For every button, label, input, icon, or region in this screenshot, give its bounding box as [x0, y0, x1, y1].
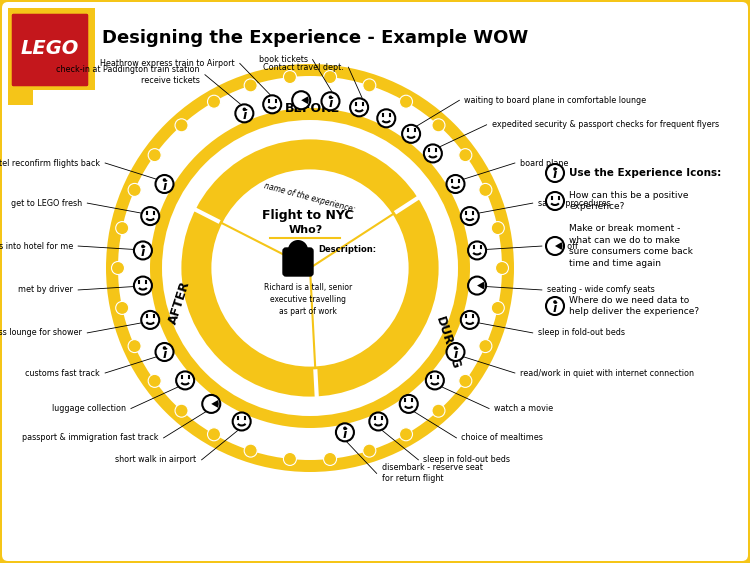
Circle shape: [546, 237, 564, 255]
Text: name of the experience:: name of the experience:: [263, 181, 356, 215]
Text: i: i: [343, 428, 347, 441]
Circle shape: [210, 168, 410, 368]
Circle shape: [284, 453, 296, 466]
Circle shape: [323, 453, 337, 466]
Circle shape: [546, 192, 564, 210]
FancyBboxPatch shape: [283, 248, 313, 276]
Circle shape: [244, 444, 257, 457]
Circle shape: [369, 413, 387, 431]
Circle shape: [118, 76, 502, 460]
Circle shape: [128, 184, 141, 196]
Circle shape: [446, 343, 464, 361]
Circle shape: [134, 276, 152, 294]
Circle shape: [460, 207, 478, 225]
Circle shape: [400, 395, 418, 413]
Circle shape: [208, 428, 220, 441]
Text: sleep in fold-out beds: sleep in fold-out beds: [538, 328, 625, 337]
Text: check-in at Paddington train station
receive tickets: check-in at Paddington train station rec…: [56, 65, 200, 85]
Text: Use the Experience Icons:: Use the Experience Icons:: [569, 168, 722, 178]
Circle shape: [288, 240, 308, 260]
Circle shape: [292, 91, 310, 109]
FancyBboxPatch shape: [10, 12, 90, 88]
Circle shape: [116, 301, 129, 314]
Text: get to LEGO fresh: get to LEGO fresh: [11, 199, 82, 208]
Circle shape: [491, 222, 504, 235]
FancyBboxPatch shape: [8, 8, 95, 90]
Circle shape: [344, 427, 346, 430]
Wedge shape: [302, 96, 309, 104]
Text: board plane: board plane: [520, 159, 568, 168]
Text: driver checks into hotel for me: driver checks into hotel for me: [0, 242, 74, 251]
Text: Description:: Description:: [318, 245, 376, 254]
Text: Make or break moment -
what can we do to make
sure consumers come back
time and : Make or break moment - what can we do to…: [569, 224, 693, 268]
Text: AFTER: AFTER: [167, 280, 193, 327]
Circle shape: [163, 346, 166, 350]
Wedge shape: [555, 242, 562, 250]
Circle shape: [175, 404, 188, 417]
Circle shape: [363, 79, 376, 92]
Circle shape: [128, 339, 141, 352]
Text: waiting to board plane in comfortable lounge: waiting to board plane in comfortable lo…: [464, 96, 646, 105]
Circle shape: [322, 92, 340, 110]
Circle shape: [155, 175, 173, 193]
Text: Flight to NYC: Flight to NYC: [262, 209, 354, 222]
Circle shape: [424, 145, 442, 162]
Circle shape: [459, 374, 472, 387]
Circle shape: [162, 120, 458, 416]
Text: Contact travel dept.: Contact travel dept.: [262, 62, 344, 72]
Circle shape: [496, 261, 508, 275]
Circle shape: [155, 343, 173, 361]
Circle shape: [148, 149, 161, 162]
Circle shape: [163, 178, 166, 182]
Text: LEGO: LEGO: [21, 38, 80, 57]
Text: met by driver: met by driver: [18, 285, 74, 294]
Circle shape: [468, 242, 486, 260]
Text: i: i: [242, 109, 247, 122]
Text: watch a movie: watch a movie: [494, 404, 554, 413]
Circle shape: [491, 301, 504, 314]
Text: DURING: DURING: [433, 315, 463, 371]
Circle shape: [336, 423, 354, 441]
Circle shape: [236, 104, 254, 122]
Text: Who?: Who?: [289, 225, 323, 235]
Circle shape: [328, 96, 332, 99]
Circle shape: [134, 242, 152, 260]
Text: expedited security & passport checks for frequent flyers: expedited security & passport checks for…: [491, 120, 718, 129]
Text: i: i: [453, 347, 458, 360]
Text: read/work in quiet with internet connection: read/work in quiet with internet connect…: [520, 369, 694, 378]
Circle shape: [284, 70, 296, 83]
Text: business lounge for shower: business lounge for shower: [0, 328, 82, 337]
Text: take off: take off: [547, 242, 578, 251]
Circle shape: [323, 70, 337, 83]
Circle shape: [176, 372, 194, 390]
Text: hotel reconfirm flights back: hotel reconfirm flights back: [0, 159, 100, 168]
Circle shape: [432, 119, 445, 132]
Circle shape: [479, 184, 492, 196]
Text: book tickets: book tickets: [259, 55, 308, 64]
Circle shape: [363, 444, 376, 457]
Text: disembark - reserve seat
for return flight: disembark - reserve seat for return flig…: [382, 463, 482, 484]
Circle shape: [180, 138, 440, 398]
Circle shape: [554, 300, 556, 304]
Text: i: i: [163, 347, 166, 360]
Text: Designing the Experience - Example WOW: Designing the Experience - Example WOW: [102, 29, 528, 47]
Circle shape: [106, 64, 514, 472]
Wedge shape: [211, 400, 219, 408]
Circle shape: [554, 167, 556, 171]
Text: i: i: [553, 302, 557, 315]
Circle shape: [232, 413, 250, 431]
Circle shape: [402, 125, 420, 143]
Circle shape: [350, 99, 368, 117]
Circle shape: [141, 311, 159, 329]
Circle shape: [479, 339, 492, 352]
Circle shape: [468, 276, 486, 294]
Circle shape: [263, 95, 281, 113]
Circle shape: [400, 428, 412, 441]
Circle shape: [432, 404, 445, 417]
Circle shape: [426, 372, 444, 390]
Circle shape: [460, 311, 478, 329]
Circle shape: [242, 108, 246, 111]
Text: Where do we need data to
help deliver the experience?: Where do we need data to help deliver th…: [569, 296, 699, 316]
Text: LEGO: LEGO: [21, 38, 80, 57]
